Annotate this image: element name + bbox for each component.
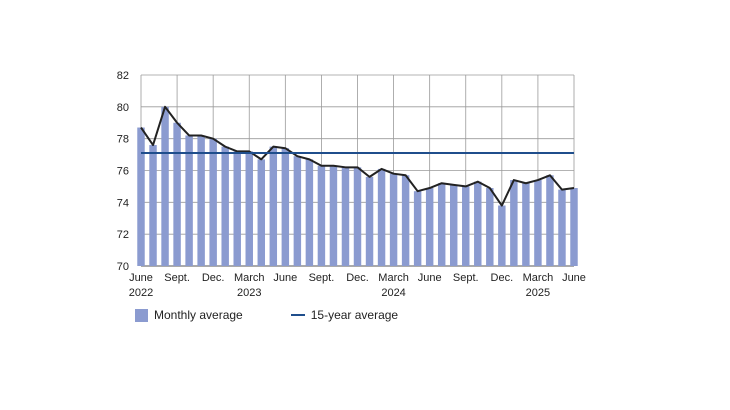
bar-monthly-average bbox=[377, 168, 386, 266]
legend-swatch-line bbox=[290, 314, 305, 316]
y-tick-label: 70 bbox=[117, 261, 129, 273]
bar-monthly-average bbox=[437, 183, 446, 266]
bar-monthly-average bbox=[462, 186, 470, 266]
bar-monthly-average bbox=[197, 135, 205, 266]
x-tick-year-label: 2024 bbox=[381, 287, 405, 299]
bar-monthly-average bbox=[137, 127, 145, 267]
bar-monthly-average bbox=[401, 175, 410, 266]
bar-monthly-average bbox=[558, 189, 566, 266]
x-tick-year-label: 2023 bbox=[237, 287, 261, 299]
bar-monthly-average bbox=[449, 184, 458, 266]
bar-monthly-average bbox=[173, 122, 181, 266]
bar-monthly-average bbox=[293, 156, 302, 266]
x-tick-label: Sept. bbox=[164, 272, 190, 284]
bar-monthly-average bbox=[570, 188, 578, 266]
legend-label-monthly-average: Monthly average bbox=[154, 308, 243, 322]
legend-item-monthly-average: Monthly average bbox=[135, 308, 243, 322]
bar-monthly-average bbox=[257, 159, 266, 266]
bar-monthly-average bbox=[149, 145, 157, 266]
x-tick-label: June bbox=[562, 272, 586, 284]
line-monthly-average bbox=[140, 105, 575, 207]
monthly-line bbox=[140, 105, 575, 207]
x-tick-label: Dec. bbox=[346, 272, 369, 284]
x-tick-year-label: 2022 bbox=[129, 287, 153, 299]
bar-monthly-average bbox=[365, 176, 374, 266]
y-tick-label: 82 bbox=[117, 70, 129, 82]
legend: Monthly average 15-year average bbox=[135, 308, 446, 322]
y-tick-label: 80 bbox=[117, 102, 129, 114]
legend-label-15-year-average: 15-year average bbox=[310, 308, 399, 322]
bar-monthly-average bbox=[474, 181, 482, 266]
x-tick-label: March bbox=[523, 272, 554, 284]
x-tick-label: March bbox=[378, 272, 409, 284]
y-axis: 70 72 74 76 78 80 82 bbox=[117, 70, 129, 273]
bar-monthly-average bbox=[305, 159, 314, 266]
x-tick-label: Sept. bbox=[309, 272, 335, 284]
bar-monthly-average bbox=[161, 106, 169, 266]
bar-monthly-average bbox=[425, 188, 434, 266]
bar-monthly-average bbox=[269, 146, 278, 266]
bar-monthly-average bbox=[233, 151, 241, 266]
x-tick-year-label: 2025 bbox=[526, 287, 550, 299]
legend-swatch-bar bbox=[135, 308, 148, 322]
x-tick-label: Sept. bbox=[453, 272, 479, 284]
y-tick-label: 74 bbox=[117, 197, 129, 209]
bar-monthly-average bbox=[353, 167, 362, 266]
bar-monthly-average bbox=[546, 175, 554, 266]
x-tick-label: Dec. bbox=[491, 272, 514, 284]
bar-monthly-average bbox=[281, 148, 290, 266]
x-tick-label: Dec. bbox=[202, 272, 225, 284]
x-tick-label: June bbox=[129, 272, 153, 284]
x-tick-label: March bbox=[234, 272, 265, 284]
bar-monthly-average bbox=[486, 188, 494, 266]
x-tick-label: June bbox=[418, 272, 442, 284]
bar-monthly-average bbox=[510, 180, 518, 266]
bar-monthly-average bbox=[413, 191, 422, 266]
y-tick-label: 76 bbox=[117, 166, 129, 178]
bar-monthly-average bbox=[522, 183, 530, 266]
bar-monthly-average bbox=[209, 138, 217, 266]
x-tick-label: June bbox=[273, 272, 297, 284]
y-tick-label: 78 bbox=[117, 134, 129, 146]
bar-monthly-average bbox=[329, 165, 338, 266]
bar-monthly-average bbox=[221, 146, 229, 266]
bars bbox=[137, 106, 578, 267]
bar-monthly-average bbox=[341, 167, 350, 266]
bar-monthly-average bbox=[317, 165, 326, 266]
bar-monthly-average bbox=[534, 180, 542, 266]
bar-monthly-average bbox=[185, 135, 193, 266]
bar-monthly-average bbox=[389, 173, 398, 266]
x-axis: June 2022 Sept. Dec. March 2023 June Sept. Dec. M… bbox=[129, 272, 586, 299]
y-tick-label: 72 bbox=[117, 229, 129, 241]
bar-monthly-average bbox=[498, 205, 506, 266]
legend-item-15-year-average: 15-year average bbox=[290, 308, 399, 322]
bar-monthly-average bbox=[245, 151, 253, 266]
